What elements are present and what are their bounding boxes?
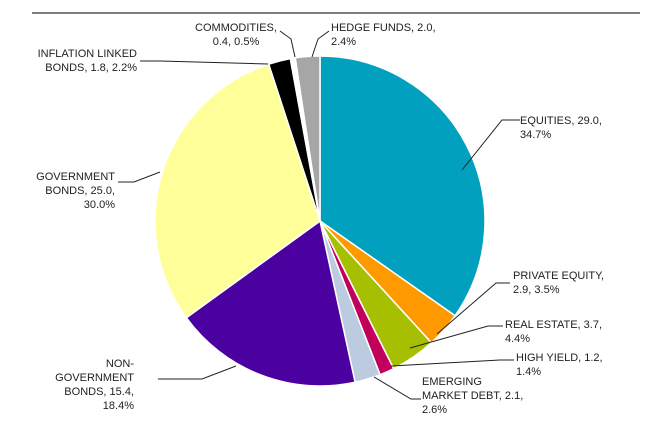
- leader-inflation-linked-bonds: [140, 60, 269, 65]
- leader-private-equity: [436, 282, 510, 335]
- label-line: GOVERNMENT: [36, 171, 115, 183]
- label-line: 0.4, 0.5%: [213, 36, 260, 48]
- label-line: 2.4%: [331, 36, 356, 48]
- label-line: 1.4%: [516, 366, 541, 378]
- label-line: REAL ESTATE, 3.7,: [505, 319, 602, 331]
- label-non-government-bonds: NON- GOVERNMENT BONDS, 15.4, 18.4%: [55, 358, 134, 412]
- leader-high-yield: [390, 359, 514, 367]
- label-government-bonds: GOVERNMENT BONDS, 25.0, 30.0%: [36, 171, 115, 211]
- label-line: GOVERNMENT: [55, 372, 134, 384]
- label-line: 2.6%: [422, 404, 447, 416]
- label-inflation-linked-bonds: INFLATION LINKED BONDS, 1.8, 2.2%: [38, 48, 138, 74]
- leader-emerging-market-debt: [373, 376, 421, 400]
- slice-non-government-bonds: [185, 219, 357, 387]
- slice-labels: EQUITIES, 29.0, 34.7% PRIVATE EQUITY, 2.9, …: [36, 22, 604, 416]
- leader-non-government-bonds: [158, 365, 237, 380]
- leader-equities: [461, 119, 520, 171]
- label-hedge-funds: HEDGE FUNDS, 2.0, 2.4%: [331, 22, 436, 48]
- leader-hedge-funds: [311, 30, 330, 58]
- slice-hedge-funds: [294, 55, 321, 222]
- label-line: BONDS, 15.4,: [64, 386, 134, 398]
- slice-government-bonds: [154, 63, 321, 319]
- label-line: 18.4%: [103, 400, 134, 412]
- leader-commodities: [279, 30, 296, 58]
- label-line: 2.9, 3.5%: [513, 284, 560, 296]
- label-line: HIGH YIELD, 1.2,: [516, 352, 603, 364]
- label-line: COMMODITIES,: [195, 22, 277, 34]
- label-line: HEDGE FUNDS, 2.0,: [331, 22, 436, 34]
- label-emerging-market-debt: EMERGING MARKET DEBT, 2.1, 2.6%: [422, 376, 523, 416]
- label-line: EMERGING: [422, 376, 482, 388]
- label-line: MARKET DEBT, 2.1,: [422, 390, 523, 402]
- leader-government-bonds: [118, 171, 161, 183]
- label-line: NON-: [106, 358, 134, 370]
- label-line: BONDS, 25.0,: [45, 185, 115, 197]
- label-real-estate: REAL ESTATE, 3.7, 4.4%: [505, 319, 602, 345]
- label-line: EQUITIES, 29.0,: [520, 115, 602, 127]
- label-line: INFLATION LINKED: [38, 48, 137, 60]
- leader-lines: [118, 30, 520, 400]
- pie-slices: [154, 55, 486, 387]
- label-private-equity: PRIVATE EQUITY, 2.9, 3.5%: [513, 270, 604, 296]
- label-line: 30.0%: [84, 199, 115, 211]
- label-line: PRIVATE EQUITY,: [513, 270, 604, 282]
- label-line: BONDS, 1.8, 2.2%: [45, 62, 137, 74]
- label-equities: EQUITIES, 29.0, 34.7%: [520, 115, 602, 141]
- label-commodities: COMMODITIES, 0.4, 0.5%: [195, 22, 277, 48]
- leader-real-estate: [409, 325, 503, 349]
- label-high-yield: HIGH YIELD, 1.2, 1.4%: [516, 352, 603, 378]
- label-line: 4.4%: [505, 333, 530, 345]
- slice-equities: [319, 55, 486, 317]
- label-line: 34.7%: [520, 129, 551, 141]
